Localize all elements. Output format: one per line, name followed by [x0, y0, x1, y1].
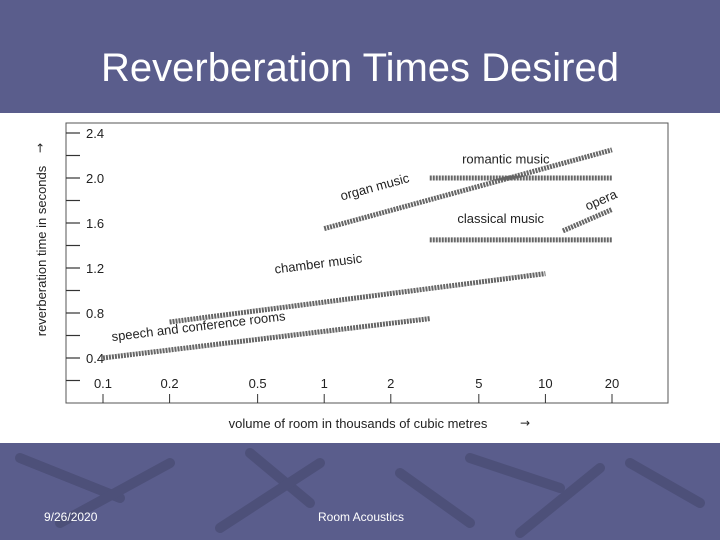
- series-label: opera: [583, 186, 620, 213]
- series-label: chamber music: [274, 250, 364, 276]
- x-tick-label: 10: [538, 376, 552, 391]
- x-tick-label: 5: [475, 376, 482, 391]
- x-tick-label: 2: [387, 376, 394, 391]
- series-line: [323, 147, 613, 232]
- reverberation-chart: reverberation time in seconds → volume o…: [33, 122, 669, 431]
- x-axis-arrow: →: [520, 416, 530, 430]
- footer-center-text: Room Acoustics: [318, 510, 405, 524]
- footer-decoration: [15, 448, 705, 538]
- chart-frame: reverberation time in seconds → volume o…: [33, 122, 669, 431]
- x-tick-label: 20: [605, 376, 619, 391]
- series-label: classical music: [457, 211, 544, 226]
- y-tick-label: 1.6: [86, 216, 104, 231]
- x-tick-label: 0.2: [161, 376, 179, 391]
- plot-border: [65, 122, 669, 404]
- x-tick-label: 0.1: [94, 376, 112, 391]
- y-axis-arrow: →: [33, 143, 47, 153]
- x-tick-label: 0.5: [249, 376, 267, 391]
- series-labels: speech and conference rooms chamber music…: [111, 151, 620, 344]
- y-tick-label: 0.4: [86, 351, 104, 366]
- y-tick-label: 2.4: [86, 126, 104, 141]
- series-label: organ music: [339, 170, 412, 203]
- axis-ticks: 0.4 0.8 1.2 1.6 2.0 2.4 0.1 0.2 0.5 1 2 5 10 20: [66, 126, 619, 403]
- x-tick-label: 1: [321, 376, 328, 391]
- footer-date: 9/26/2020: [44, 510, 98, 524]
- chart-panel: reverberation time in seconds → volume o…: [0, 113, 720, 443]
- series-line: [102, 316, 431, 361]
- series-label: romantic music: [462, 151, 550, 166]
- y-tick-label: 2.0: [86, 171, 104, 186]
- y-axis-label: reverberation time in seconds: [34, 165, 49, 336]
- series-label: speech and conference rooms: [111, 308, 287, 344]
- x-axis-label: volume of room in thousands of cubic met…: [229, 416, 488, 431]
- slide-title: Reverberation Times Desired: [101, 46, 619, 90]
- series-line: [169, 271, 546, 325]
- series-lines: [102, 147, 613, 361]
- y-tick-label: 1.2: [86, 261, 104, 276]
- y-tick-label: 0.8: [86, 306, 104, 321]
